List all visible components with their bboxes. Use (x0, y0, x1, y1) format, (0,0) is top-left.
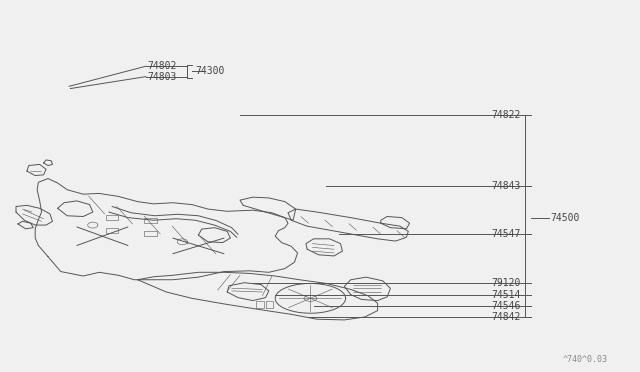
Text: 74500: 74500 (550, 213, 580, 222)
Text: 74547: 74547 (492, 230, 521, 239)
Text: 74300: 74300 (195, 67, 225, 76)
Text: ^740^0.03: ^740^0.03 (563, 355, 608, 364)
Text: 74514: 74514 (492, 290, 521, 299)
Text: 74843: 74843 (492, 181, 521, 191)
Text: 79120: 79120 (492, 278, 521, 288)
Bar (144, 231, 157, 236)
Text: 74802: 74802 (147, 61, 177, 71)
Text: 74546: 74546 (492, 301, 521, 311)
Text: 74842: 74842 (492, 312, 521, 322)
Bar (106, 228, 118, 233)
Text: 74822: 74822 (492, 110, 521, 120)
Bar (144, 218, 157, 223)
Text: 74803: 74803 (147, 72, 177, 81)
Bar (106, 215, 118, 220)
